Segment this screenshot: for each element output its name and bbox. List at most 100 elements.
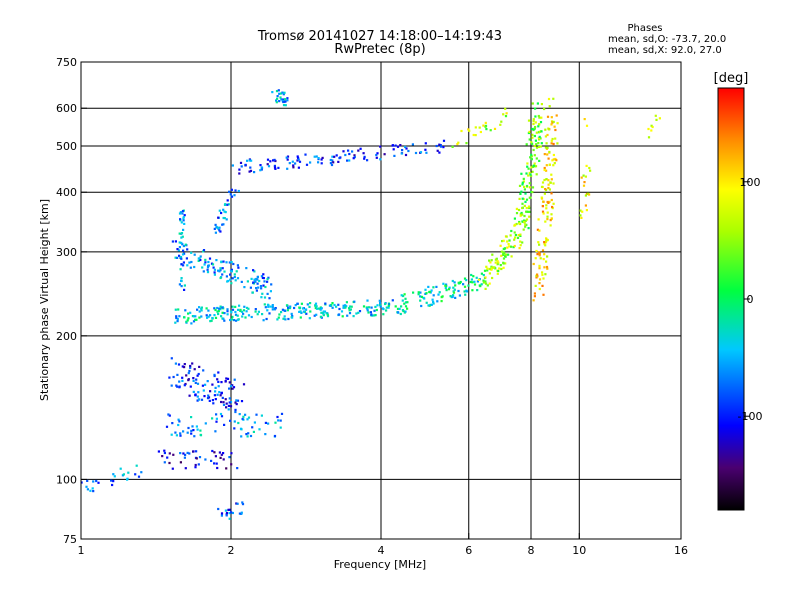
data-point [222,317,225,320]
data-point [211,263,215,266]
data-point [539,145,542,148]
data-point [202,270,205,273]
y-tick-label: 500 [56,140,77,153]
data-point [222,403,226,406]
data-point [346,314,349,317]
data-point [532,262,535,266]
data-point [379,303,382,306]
data-point [197,259,200,262]
data-point [528,186,532,189]
data-point [223,270,226,273]
data-point [541,205,544,208]
data-point [229,318,232,322]
data-point [547,179,550,182]
data-point [245,310,248,313]
data-point [335,305,338,308]
data-point [503,247,506,251]
data-point [525,218,529,221]
data-point [222,401,225,404]
data-point [344,304,347,307]
data-point [226,203,229,206]
data-point [403,302,406,305]
data-point [532,122,535,126]
data-point [235,399,238,402]
data-point [287,317,290,321]
data-point [538,123,541,126]
data-point [519,213,522,216]
data-point [517,234,520,237]
data-point [536,273,539,276]
data-point [225,377,228,380]
data-point [253,270,256,273]
data-point [533,154,536,157]
data-point [240,280,243,283]
data-point [247,432,250,435]
data-point [470,278,473,281]
data-point [278,313,281,316]
data-point [438,291,441,294]
data-point [191,362,194,365]
data-point [190,260,193,264]
data-point [314,304,317,307]
data-point [254,280,257,283]
data-point [170,384,173,387]
data-point [298,306,301,309]
data-point [367,311,370,314]
data-point [333,303,336,307]
data-point [218,209,221,212]
data-point [279,426,282,429]
data-point [522,177,525,180]
data-point [297,156,300,160]
data-point [206,271,210,274]
data-point [541,249,545,252]
data-point [233,378,236,381]
data-point [284,100,287,103]
data-point [277,419,280,422]
data-point [475,276,478,279]
data-point [286,158,289,161]
data-point [170,433,173,436]
data-point [180,277,183,280]
data-point [226,199,229,202]
stats-heading: Phases [627,23,662,34]
data-point [543,241,546,244]
data-point [584,175,587,178]
data-point [182,430,185,433]
data-point [192,450,195,453]
data-point [263,296,267,299]
data-point [353,300,356,303]
data-point [171,422,174,425]
data-point [510,255,513,258]
data-point [219,308,222,311]
data-point [549,181,552,184]
data-point [259,164,262,167]
data-point [317,161,320,164]
data-point [190,429,193,432]
data-point [176,373,179,376]
data-point [419,295,422,298]
data-point [266,278,269,281]
data-point [452,291,456,294]
data-point [196,395,199,398]
data-point [404,145,407,149]
data-point [281,91,284,94]
data-point [419,299,422,302]
data-point [194,315,197,318]
data-point [499,264,502,267]
y-tick-label: 600 [56,102,77,115]
data-point [524,223,527,226]
data-point [521,202,524,205]
data-point [553,125,556,128]
data-point [195,425,198,428]
data-point [279,96,282,99]
data-point [552,182,555,185]
data-point [531,102,534,105]
data-point [399,144,402,147]
data-point [197,372,200,376]
data-point [242,415,245,418]
data-point [203,395,206,398]
data-point [537,137,540,140]
data-point [533,292,536,295]
data-point [221,311,224,314]
data-point [544,241,548,244]
